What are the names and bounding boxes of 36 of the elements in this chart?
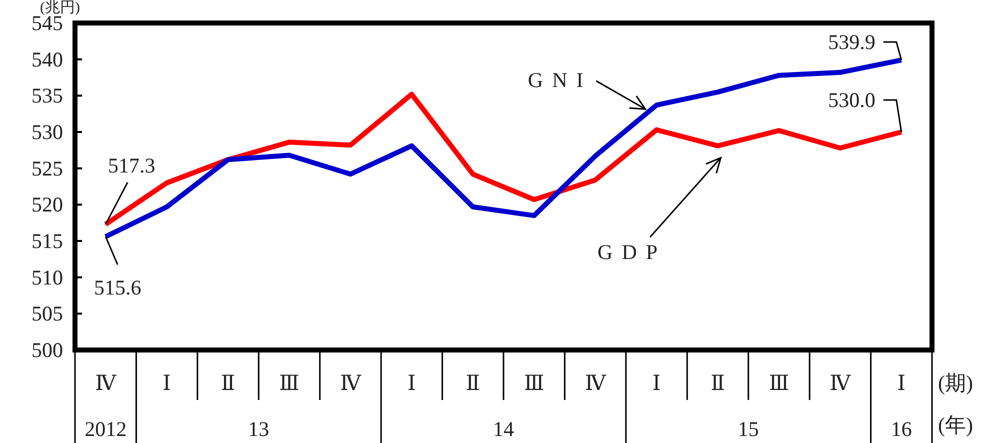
text: (年) (938, 413, 973, 437)
x-tick-label: Ⅰ (162, 371, 171, 395)
y-tick-label: 540 (32, 47, 63, 72)
x-tick-label: Ⅲ (279, 371, 300, 395)
x-tick-label: Ⅱ (466, 371, 480, 395)
text: 15 (738, 417, 759, 441)
x-axis-title: (期) (938, 371, 973, 395)
x-tick-label: Ⅳ (340, 371, 362, 395)
text: 13 (248, 417, 270, 441)
x-tick-label: Ⅳ (584, 371, 607, 395)
text: GNI (528, 68, 592, 92)
x-tick-label: Ⅱ (220, 371, 236, 395)
y-tick-label: 530 (32, 120, 63, 144)
y-tick-label: 505 (32, 302, 63, 326)
text: 2012 (84, 417, 127, 441)
text: 16 (890, 417, 912, 441)
text: 14 (493, 417, 514, 441)
x-tick-label: Ⅲ (768, 371, 790, 395)
x-tick-label: Ⅲ (524, 371, 544, 395)
y-tick-label: 500 (32, 338, 63, 362)
text: GDP (598, 240, 667, 264)
x-tick-label: Ⅰ (408, 371, 416, 395)
y-tick-label: 525 (32, 156, 63, 180)
y-tick-label: 515 (32, 229, 63, 253)
data-label: 517.3 (108, 153, 156, 178)
x-tick-label: Ⅳ (95, 371, 118, 395)
data-label: 515.6 (94, 276, 142, 300)
y-tick-label: 510 (32, 265, 63, 290)
x-tick-label: Ⅰ (897, 371, 906, 395)
y-tick-label: 520 (32, 192, 63, 217)
x-tick-label: Ⅱ (710, 371, 725, 395)
data-label: 530.0 (828, 88, 876, 112)
y-tick-label: 535 (32, 84, 63, 108)
x-tick-label: Ⅰ (652, 371, 661, 395)
x-tick-label: Ⅳ (830, 371, 852, 395)
data-label: 539.9 (828, 30, 876, 54)
